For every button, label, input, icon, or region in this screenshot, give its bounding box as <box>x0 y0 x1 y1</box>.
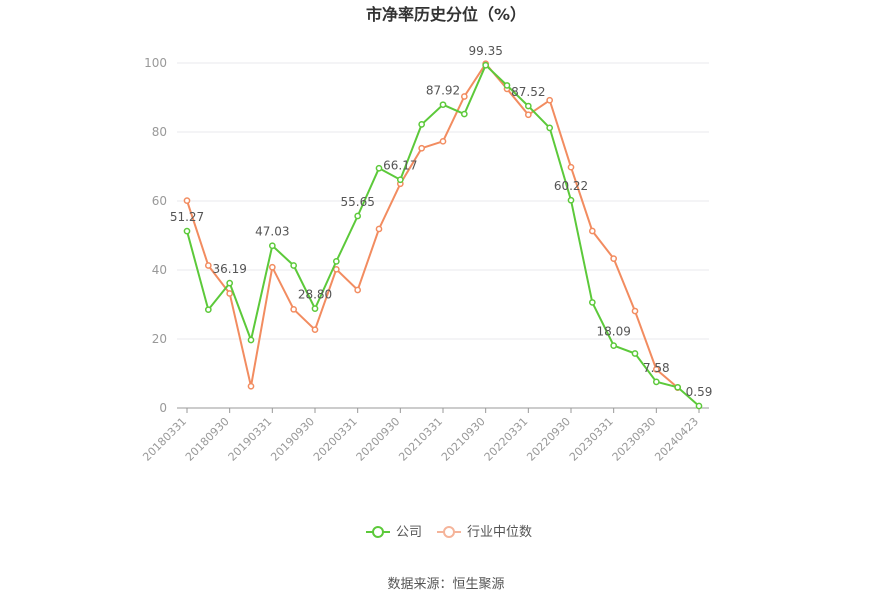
point-company-6 <box>311 305 319 312</box>
data-source: 数据来源：恒生聚源 <box>387 577 504 592</box>
data-label-14: 99.35 <box>468 44 502 58</box>
point-company-20 <box>610 342 618 349</box>
data-label-2: 36.19 <box>212 262 246 276</box>
point-company-1 <box>204 306 212 314</box>
legend-label-company: 公司 <box>396 525 422 540</box>
x-tick-label-10: 20230331 <box>567 415 616 464</box>
label-layer: 51.27 36.19 47.03 28.80 55.65 66.17 87.92 99.35… <box>170 44 713 399</box>
data-label-8: 55.65 <box>340 195 374 209</box>
data-label-20: 18.09 <box>596 325 630 339</box>
point-industry-median-1 <box>204 262 212 269</box>
data-label-12: 87.92 <box>426 84 460 98</box>
point-company-24 <box>695 402 703 410</box>
point-industry-median-0 <box>183 197 191 205</box>
x-tick-label-5: 20200930 <box>354 415 403 464</box>
point-industry-median-20 <box>610 255 618 262</box>
point-company-21 <box>631 350 639 357</box>
point-company-11 <box>418 121 426 128</box>
legend[interactable]: 公司 行业中位数 <box>366 525 532 540</box>
x-tick-label-12: 20240423 <box>652 415 701 464</box>
point-industry-median-21 <box>631 307 639 315</box>
point-industry-median-8 <box>354 286 362 294</box>
point-industry-median-13 <box>460 93 468 100</box>
point-industry-median-3 <box>247 382 255 390</box>
point-industry-median-6 <box>311 326 319 334</box>
point-company-7 <box>332 258 340 265</box>
legend-item-industry-median[interactable]: 行业中位数 <box>437 525 532 540</box>
legend-marker-company <box>372 526 384 538</box>
data-label-0: 51.27 <box>170 210 204 224</box>
x-tick-label-6: 20210331 <box>396 415 445 464</box>
axis-layer: 0 20 40 60 80 100 2018033120180930201903312019… <box>140 56 709 464</box>
point-industry-median-9 <box>375 225 383 233</box>
data-label-22: 7.58 <box>643 361 670 375</box>
series-line-industry-median <box>186 62 679 389</box>
y-tick-label-40: 40 <box>152 263 167 277</box>
point-company-18 <box>567 196 575 204</box>
point-industry-median-19 <box>588 227 596 235</box>
point-industry-median-12 <box>439 137 447 145</box>
point-company-9 <box>375 164 383 172</box>
x-tick-label-7: 20210930 <box>439 415 488 464</box>
legend-label-industry-median: 行业中位数 <box>467 525 532 540</box>
y-tick-label-0: 0 <box>159 401 167 415</box>
data-label-6: 28.80 <box>298 288 332 302</box>
x-tick-label-9: 20220930 <box>524 415 573 464</box>
x-tick-label-0: 20180331 <box>140 415 189 464</box>
point-company-10 <box>396 176 404 184</box>
point-industry-median-18 <box>567 163 575 171</box>
point-company-8 <box>354 212 362 220</box>
point-industry-median-5 <box>290 305 298 313</box>
y-tick-label-100: 100 <box>144 56 167 70</box>
point-industry-median-17 <box>546 96 554 104</box>
point-industry-median-11 <box>418 144 426 152</box>
point-company-2 <box>226 279 234 287</box>
point-company-19 <box>588 299 596 306</box>
point-industry-median-2 <box>226 290 234 297</box>
x-tick-label-8: 20220331 <box>482 415 531 464</box>
data-label-16: 87.52 <box>511 85 545 99</box>
point-company-3 <box>247 336 255 344</box>
x-tick-label-3: 20190930 <box>268 415 317 464</box>
point-company-0 <box>183 227 191 235</box>
y-tick-label-20: 20 <box>152 332 167 346</box>
x-tick-label-1: 20180930 <box>183 415 232 464</box>
y-tick-label-60: 60 <box>152 194 167 208</box>
point-industry-median-4 <box>268 263 276 271</box>
point-company-12 <box>439 101 447 109</box>
point-company-17 <box>546 124 554 132</box>
data-label-24: 0.59 <box>686 385 713 399</box>
point-company-13 <box>460 110 468 118</box>
data-label-10: 66.17 <box>383 159 417 173</box>
x-tick-label-11: 20230930 <box>610 415 659 464</box>
series-layer <box>183 60 703 410</box>
point-company-5 <box>290 262 298 269</box>
point-company-4 <box>268 242 276 250</box>
grid-layer <box>177 62 709 340</box>
point-company-14 <box>482 61 490 69</box>
y-tick-label-80: 80 <box>152 125 167 139</box>
point-company-22 <box>652 378 660 386</box>
point-company-15 <box>503 82 511 89</box>
legend-marker-industry-median <box>443 526 455 538</box>
legend-item-company[interactable]: 公司 <box>366 525 422 540</box>
point-company-23 <box>674 383 682 391</box>
data-label-4: 47.03 <box>255 225 289 239</box>
x-tick-label-4: 20200331 <box>311 415 360 464</box>
x-tick-label-2: 20190331 <box>226 415 275 464</box>
point-industry-median-22 <box>652 366 660 373</box>
data-label-18: 60.22 <box>554 179 588 193</box>
chart-title: 市净率历史分位（%） <box>366 5 526 24</box>
point-company-16 <box>524 102 532 110</box>
point-industry-median-16 <box>524 111 532 119</box>
